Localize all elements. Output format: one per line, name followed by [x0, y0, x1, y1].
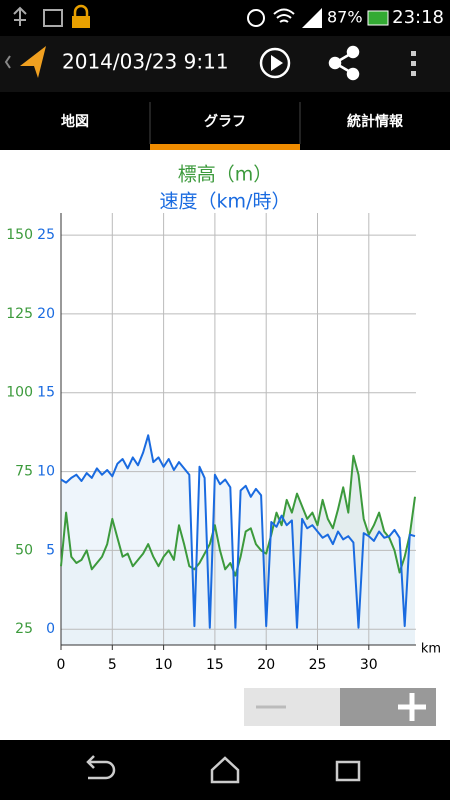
tab[interactable]: 地図	[61, 113, 89, 130]
x-tick-label: 10	[155, 657, 173, 673]
tab-selected[interactable]: グラフ	[204, 113, 246, 130]
alarm-icon	[247, 9, 265, 27]
legend-entry: 速度（km/時）	[160, 191, 291, 213]
x-tick-label: 5	[108, 657, 117, 673]
lock-icon	[72, 16, 90, 28]
share-button[interactable]	[328, 45, 360, 81]
home-button[interactable]	[210, 756, 240, 784]
signal-icon	[302, 8, 322, 28]
up-icon[interactable]	[4, 55, 11, 69]
x-tick-label: 20	[257, 657, 275, 673]
back-button[interactable]	[86, 755, 116, 780]
y2-tick-label: 0	[46, 621, 55, 637]
tab-bar	[0, 92, 450, 150]
lock-icon-shackle	[73, 4, 89, 16]
toolbar	[0, 36, 450, 92]
tab[interactable]: 統計情報	[347, 113, 404, 130]
y2-tick-label: 25	[37, 227, 55, 243]
clock: 23:18	[392, 7, 444, 28]
y2-tick-label: 5	[46, 542, 55, 558]
x-axis-label: km	[421, 642, 441, 657]
x-tick-label: 0	[57, 657, 66, 673]
y-tick-label: 50	[15, 542, 33, 558]
toolbar-title: 2014/03/23 9:11	[62, 50, 229, 74]
menu-button[interactable]	[411, 51, 416, 76]
y-tick-label: 125	[6, 306, 33, 322]
battery-percent: 87%	[327, 8, 363, 27]
y-tick-label: 150	[6, 227, 33, 243]
recents-button[interactable]	[335, 760, 361, 782]
wifi-icon	[273, 8, 295, 23]
battery-icon	[367, 10, 389, 26]
line	[60, 434, 416, 629]
tab-indicator	[150, 144, 300, 150]
notification-icon	[43, 9, 63, 27]
y-tick-label: 100	[6, 385, 33, 401]
y2-tick-label: 10	[37, 464, 55, 480]
app-icon[interactable]	[20, 46, 46, 78]
play-icon	[271, 55, 283, 71]
play-button[interactable]	[259, 47, 291, 79]
chart: 標高（m） 速度（km/時） 25 50 75 100 125 150 0 5 10 15 20 25 0 5…	[6, 164, 441, 674]
y2-tick-label: 15	[37, 385, 55, 401]
legend-entry: 標高（m）	[178, 164, 273, 186]
x-tick-label: 15	[206, 657, 224, 673]
x-tick-label: 25	[309, 657, 327, 673]
plus-icon	[398, 693, 426, 721]
area-fill	[61, 435, 415, 645]
nav-bar	[0, 740, 450, 800]
y-tick-label: 75	[15, 464, 33, 480]
usb-icon	[13, 6, 27, 26]
y2-tick-label: 20	[37, 306, 55, 322]
x-tick-label: 30	[360, 657, 378, 673]
y-tick-label: 25	[15, 621, 33, 637]
